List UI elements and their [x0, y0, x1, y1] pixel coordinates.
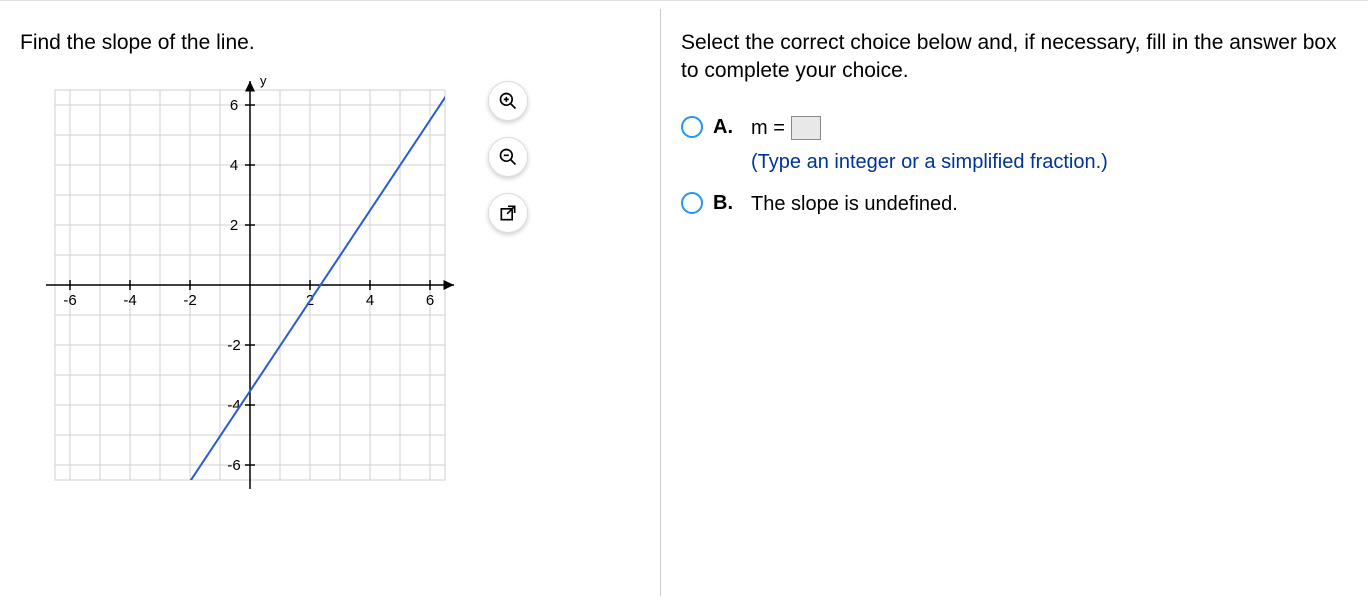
- popout-icon: [498, 203, 518, 223]
- svg-text:6: 6: [230, 97, 238, 114]
- svg-text:4: 4: [366, 292, 374, 309]
- svg-text:-6: -6: [63, 292, 76, 309]
- question-panel: Find the slope of the line. -6 -4 -2 2 4 6 -6 -…: [0, 1, 660, 604]
- popout-button[interactable]: [488, 193, 528, 233]
- svg-text:4: 4: [230, 157, 238, 174]
- choice-b-text: The slope is undefined.: [751, 190, 1348, 218]
- choice-b-radio[interactable]: [681, 192, 703, 214]
- choice-a-answer-input[interactable]: [791, 116, 821, 140]
- choice-a-prefix: m =: [751, 114, 785, 142]
- question-text: Find the slope of the line.: [20, 29, 640, 57]
- svg-text:y: y: [260, 75, 267, 88]
- graph-area: -6-4-2246-6-4-2246xy: [40, 75, 640, 495]
- choice-b-row: B. The slope is undefined.: [681, 190, 1348, 218]
- choice-a-radio[interactable]: [681, 116, 703, 138]
- zoom-in-icon: [498, 91, 518, 111]
- svg-text:-2: -2: [183, 292, 196, 309]
- svg-text:2: 2: [230, 217, 238, 234]
- svg-text:-6: -6: [227, 457, 240, 474]
- choices-group: A. m = (Type an integer or a simplified …: [681, 114, 1348, 218]
- graph-toolbar: [488, 81, 528, 233]
- zoom-in-button[interactable]: [488, 81, 528, 121]
- zoom-out-button[interactable]: [488, 137, 528, 177]
- answer-panel: Select the correct choice below and, if …: [661, 1, 1368, 604]
- svg-text:-4: -4: [123, 292, 136, 309]
- svg-text:6: 6: [426, 292, 434, 309]
- svg-text:-4: -4: [227, 397, 240, 414]
- svg-text:-2: -2: [227, 337, 240, 354]
- choice-a-hint: (Type an integer or a simplified fractio…: [751, 148, 1348, 176]
- slope-chart: -6-4-2246-6-4-2246xy: [40, 75, 460, 495]
- choice-a-letter: A.: [713, 114, 741, 139]
- choice-b-letter: B.: [713, 190, 741, 215]
- choice-a-body: m = (Type an integer or a simplified fra…: [751, 114, 1348, 176]
- answer-prompt: Select the correct choice below and, if …: [681, 29, 1348, 86]
- choice-a-row: A. m = (Type an integer or a simplified …: [681, 114, 1348, 176]
- zoom-out-icon: [498, 147, 518, 167]
